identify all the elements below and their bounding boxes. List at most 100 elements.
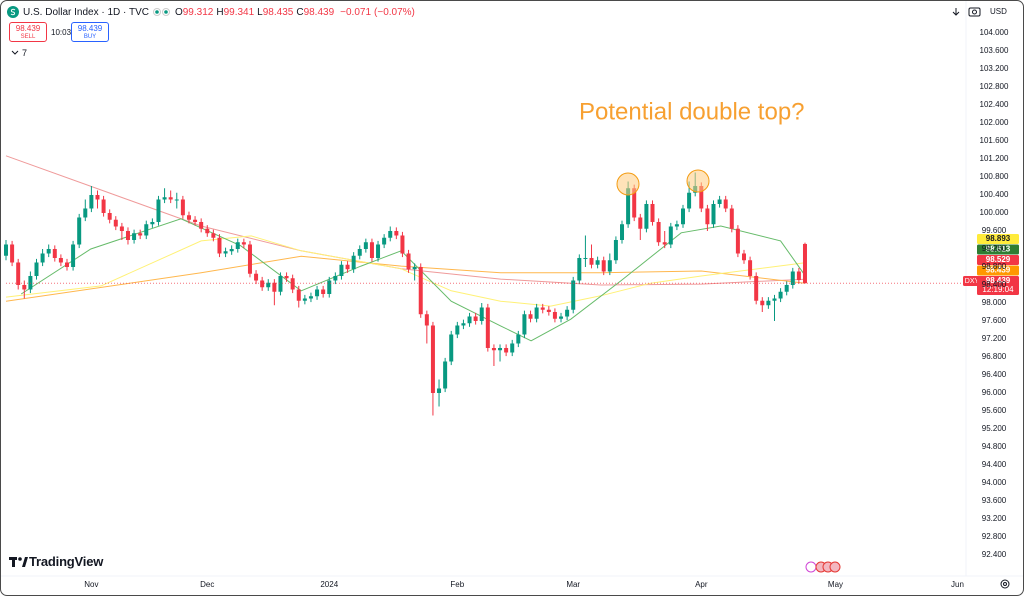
candle-body <box>589 257 594 265</box>
y-tick-label: 99.200 <box>982 244 1007 253</box>
x-tick-label: Apr <box>695 580 708 589</box>
candle-body <box>681 208 686 225</box>
candle-body <box>638 217 643 229</box>
y-tick-label: 101.600 <box>980 136 1009 145</box>
y-tick-label: 96.800 <box>982 352 1007 361</box>
snapshot-icon[interactable] <box>968 7 981 17</box>
countdown-label: 12:19:04 <box>982 285 1014 294</box>
y-tick-label: 100.800 <box>980 172 1009 181</box>
candle-body <box>138 233 143 236</box>
candle-body <box>437 388 442 393</box>
candle-body <box>595 260 600 265</box>
candle-body <box>760 300 765 306</box>
ohlc-letter: O <box>174 6 183 18</box>
candle-body <box>528 314 533 319</box>
currency[interactable]: USD <box>990 7 1007 16</box>
settings-icon[interactable] <box>1000 579 1010 589</box>
annotation: Potential double top? <box>579 98 805 125</box>
candle-body <box>540 307 545 310</box>
candle-body <box>363 242 368 249</box>
candle-body <box>376 244 381 258</box>
download-icon[interactable] <box>952 8 960 16</box>
legend-header: U.S. Dollar Index · 1D · TVC O 99.312 H 99.… <box>7 6 418 18</box>
candle-body <box>284 275 289 279</box>
candle-body <box>583 257 588 259</box>
candle-body <box>723 199 728 209</box>
candle-body <box>4 244 8 256</box>
ohlc-values: O 99.312 H 99.341 L 98.435 C 98.439 <box>175 7 337 18</box>
y-tick-label: 97.200 <box>982 334 1007 343</box>
candle-body <box>217 237 222 254</box>
candle-body <box>156 199 161 222</box>
candle-body <box>510 343 515 353</box>
candle-body <box>113 219 118 227</box>
x-tick-label: May <box>828 580 843 589</box>
candle-body <box>766 300 771 306</box>
candle-body <box>754 275 759 301</box>
symbol-title[interactable]: U.S. Dollar Index · 1D · TVC <box>23 6 149 18</box>
candle-body <box>369 242 374 258</box>
candle-body <box>83 208 88 218</box>
y-tick-label: 98.400 <box>982 280 1007 289</box>
candle-body <box>504 347 509 353</box>
double-top-marker <box>686 169 710 193</box>
y-tick-label: 100.000 <box>980 208 1009 217</box>
candle-body <box>735 228 740 254</box>
sell-button[interactable]: 98.439 SELL <box>9 22 47 42</box>
y-tick-label: 103.200 <box>980 64 1009 73</box>
candle-body <box>400 235 405 254</box>
candle-body <box>40 253 45 263</box>
chevron <box>11 50 19 55</box>
candle-body <box>315 289 320 297</box>
y-tick-label: 95.200 <box>982 424 1007 433</box>
candle-body <box>351 255 356 270</box>
candle-body <box>424 314 429 326</box>
candle-body <box>687 192 692 209</box>
candle-body <box>296 289 301 301</box>
candle-body <box>729 208 734 229</box>
candle-body <box>449 334 454 362</box>
candle-body <box>260 280 265 288</box>
candle-body <box>796 271 801 281</box>
candle-body <box>223 251 228 254</box>
last-price-tag <box>977 276 1019 295</box>
candle-body <box>394 230 399 236</box>
x-tick-label: 2024 <box>320 580 338 589</box>
candle-body <box>95 194 100 200</box>
candle-body <box>577 257 582 281</box>
candle-body <box>784 284 789 292</box>
candle-body <box>308 296 313 299</box>
candle-body <box>467 316 472 324</box>
buy-button[interactable]: 98.439 BUY <box>71 22 109 42</box>
candle-body <box>711 203 716 225</box>
candle-body <box>632 188 637 218</box>
indicators-toggle[interactable]: 7 <box>11 48 27 58</box>
candle-body <box>522 314 527 335</box>
candle-body <box>418 266 423 315</box>
candle-body <box>144 224 149 236</box>
candle-body <box>71 244 76 267</box>
candle-body <box>266 282 271 288</box>
y-tick-label: 93.600 <box>982 496 1007 505</box>
candle-body <box>16 262 21 285</box>
candle-body <box>668 226 673 245</box>
candle-body <box>674 224 679 227</box>
candle-body <box>339 264 344 276</box>
spread: 10:03 <box>51 28 72 37</box>
candle-body <box>473 316 478 321</box>
y-tick-label: 100.400 <box>980 190 1009 199</box>
symbol-logo <box>7 6 19 18</box>
candle-body <box>455 325 460 335</box>
candle-body <box>119 226 124 231</box>
y-tick-label: 94.400 <box>982 460 1007 469</box>
last-price-label: 98.439 <box>986 276 1011 285</box>
candle-body <box>132 233 137 240</box>
y-tick-label: 102.400 <box>980 100 1009 109</box>
change: −0.071 <box>340 6 372 18</box>
candle-body <box>620 224 625 240</box>
candle-body <box>64 262 69 267</box>
events-icons[interactable] <box>805 561 841 573</box>
candle-body <box>388 230 393 238</box>
